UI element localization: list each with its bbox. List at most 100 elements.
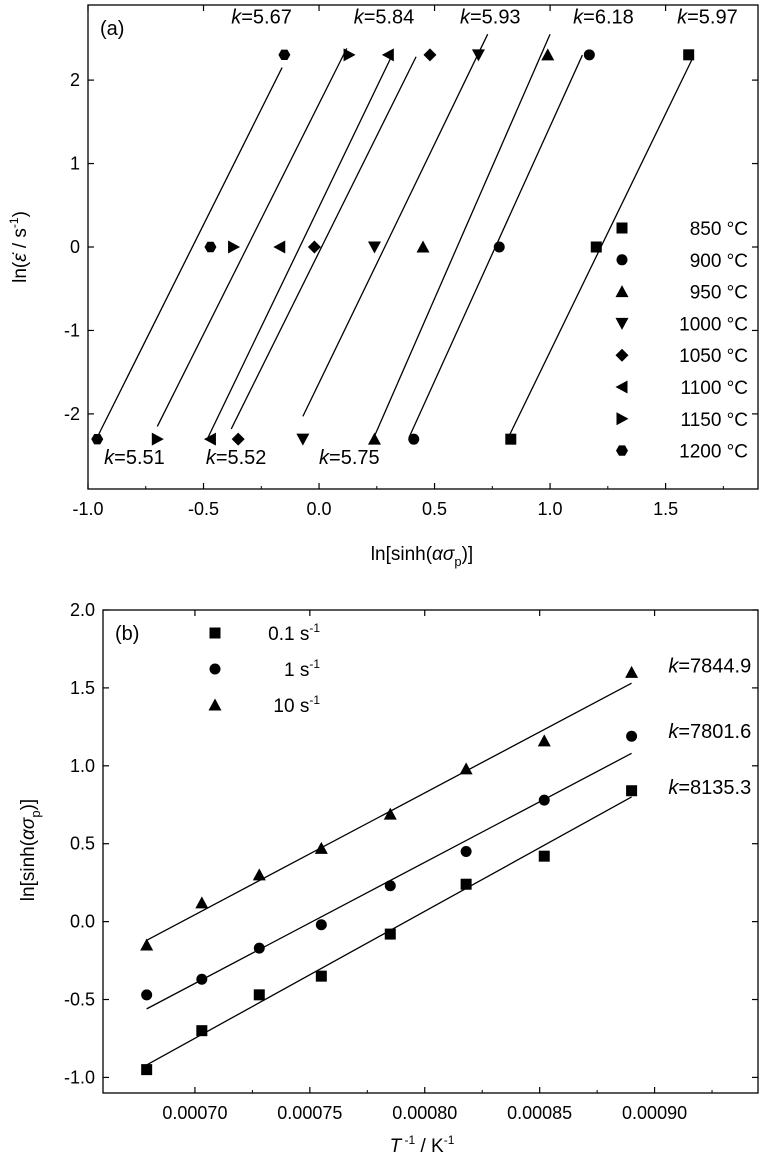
data-point bbox=[203, 432, 216, 446]
y-tick-label: 1.5 bbox=[70, 678, 95, 698]
fit-line bbox=[96, 67, 283, 438]
fit-line bbox=[302, 33, 489, 417]
x-tick-label: 0.00075 bbox=[277, 1103, 342, 1123]
panel-b-plot-frame bbox=[102, 609, 759, 1094]
slope-annotation: k=5.75 bbox=[319, 447, 380, 469]
panel-a-ticks: -1.0 -0.5 0.0 0.5 1.0 1.5 -2 -1 0 1 2 bbox=[64, 5, 758, 519]
data-point bbox=[538, 850, 550, 862]
y-tick-label: 2.0 bbox=[70, 600, 95, 620]
legend-marker bbox=[615, 348, 629, 362]
data-point bbox=[196, 973, 208, 985]
x-tick-label: 0.0 bbox=[307, 499, 332, 519]
panel-b-ticks: 0.00070 0.00075 0.00080 0.00085 0.00090 -1.0 -… bbox=[64, 600, 758, 1123]
legend-label: 0.1 s-1 bbox=[268, 621, 320, 645]
data-point bbox=[141, 989, 153, 1001]
data-point bbox=[278, 49, 291, 61]
data-point bbox=[408, 433, 420, 445]
data-point bbox=[314, 841, 328, 854]
legend-marker bbox=[209, 627, 221, 639]
data-point bbox=[460, 878, 472, 890]
fit-line bbox=[371, 33, 551, 442]
data-point bbox=[590, 241, 602, 253]
data-point bbox=[204, 241, 217, 253]
data-point bbox=[381, 48, 394, 62]
panel-b-legend: 0.1 s-1 1 s-1 10 s-1 bbox=[208, 621, 320, 717]
data-point bbox=[626, 730, 638, 742]
y-tick-label: -1 bbox=[64, 320, 80, 340]
data-point bbox=[459, 762, 473, 775]
panel-b: 0.00070 0.00075 0.00080 0.00085 0.00090 -1.0 -… bbox=[18, 600, 759, 1157]
panel-b-annotations: k=7844.9 k=7801.6 k=8135.3 bbox=[668, 655, 751, 799]
data-point bbox=[367, 241, 381, 254]
legend-marker bbox=[208, 698, 222, 711]
y-tick-label: 0.5 bbox=[70, 834, 95, 854]
legend-label: 10 s-1 bbox=[273, 693, 320, 717]
panel-b-fit-lines bbox=[146, 682, 632, 1066]
legend-label: 900 °C bbox=[690, 251, 748, 272]
data-point bbox=[471, 49, 485, 62]
data-point bbox=[195, 896, 209, 909]
data-point bbox=[683, 49, 695, 61]
x-tick-label: -1.0 bbox=[72, 499, 103, 519]
y-tick-label: 0 bbox=[70, 237, 80, 257]
data-point bbox=[460, 846, 472, 857]
data-point bbox=[315, 970, 327, 982]
data-point bbox=[505, 433, 517, 445]
legend-marker bbox=[209, 663, 221, 675]
data-point bbox=[296, 433, 310, 446]
data-point bbox=[252, 868, 266, 881]
y-tick-label: 1 bbox=[70, 154, 80, 174]
x-tick-label: 1.5 bbox=[653, 499, 678, 519]
y-tick-label: 0.0 bbox=[70, 912, 95, 932]
legend-marker bbox=[615, 285, 629, 298]
data-point bbox=[625, 665, 639, 678]
slope-annotation: k=7844.9 bbox=[668, 655, 751, 677]
panel-b-data-points bbox=[140, 665, 639, 1076]
data-point bbox=[384, 880, 396, 892]
y-tick-label: 1.0 bbox=[70, 756, 95, 776]
slope-annotation: k=8135.3 bbox=[668, 777, 751, 799]
y-tick-label: -1.0 bbox=[64, 1067, 95, 1087]
data-point bbox=[383, 807, 397, 820]
y-tick-label: -0.5 bbox=[64, 990, 95, 1010]
fit-line bbox=[230, 56, 417, 430]
data-point bbox=[253, 942, 265, 954]
legend-label: 1 s-1 bbox=[284, 657, 320, 681]
fit-line bbox=[207, 53, 394, 438]
data-point bbox=[140, 938, 154, 951]
legend-marker bbox=[616, 445, 628, 456]
slope-annotation: k=5.97 bbox=[677, 6, 738, 28]
data-point bbox=[228, 240, 241, 254]
x-tick-label: 0.00085 bbox=[507, 1103, 572, 1123]
legend-marker bbox=[615, 380, 628, 394]
data-point bbox=[626, 785, 638, 797]
panel-a-annotations: k=5.67 k=5.84 k=5.93 k=6.18 k=5.97 k=5.51 k=5.… bbox=[104, 6, 738, 469]
slope-annotation: k=5.52 bbox=[206, 447, 267, 469]
legend-marker bbox=[615, 317, 629, 330]
data-point bbox=[253, 989, 265, 1001]
slope-annotation: k=7801.6 bbox=[668, 721, 751, 743]
legend-marker bbox=[616, 254, 628, 266]
data-point bbox=[541, 48, 555, 61]
legend-label: 1150 °C bbox=[681, 410, 748, 431]
panel-b-xlabel: T -1 / K-1 bbox=[390, 1133, 455, 1157]
panel-a: -1.0 -0.5 0.0 0.5 1.0 1.5 -2 -1 0 1 2 k=5.67 k=5.84… bbox=[7, 4, 759, 569]
x-tick-label: 0.00080 bbox=[392, 1103, 457, 1123]
data-point bbox=[273, 240, 286, 254]
slope-annotation: k=6.18 bbox=[573, 6, 634, 28]
data-point bbox=[141, 1064, 153, 1076]
x-tick-label: 0.00070 bbox=[162, 1103, 227, 1123]
slope-annotation: k=5.67 bbox=[231, 6, 292, 28]
legend-marker bbox=[616, 222, 628, 234]
data-point bbox=[307, 240, 321, 254]
legend-marker bbox=[616, 412, 629, 426]
x-tick-label: -0.5 bbox=[188, 499, 219, 519]
data-point bbox=[537, 734, 551, 747]
data-point bbox=[315, 919, 327, 931]
data-point bbox=[384, 928, 396, 940]
legend-label: 1000 °C bbox=[679, 314, 748, 335]
x-tick-label: 0.5 bbox=[422, 499, 447, 519]
panel-b-label: (b) bbox=[115, 623, 139, 645]
data-point bbox=[538, 794, 550, 806]
